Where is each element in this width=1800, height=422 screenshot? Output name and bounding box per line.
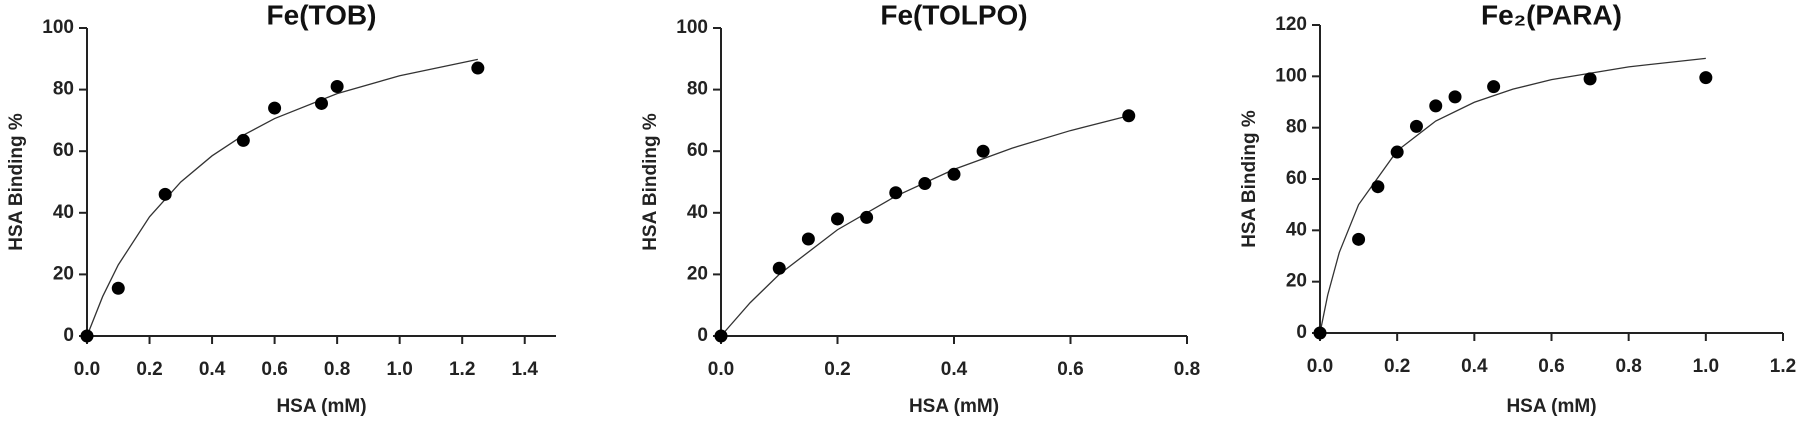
x-tick-label: 1.2: [1770, 356, 1796, 377]
chart-title: Fe(TOB): [267, 0, 377, 30]
data-point: [831, 212, 844, 226]
y-tick-label: 20: [1286, 271, 1307, 292]
data-point: [315, 96, 328, 110]
y-tick-label: 100: [42, 17, 74, 38]
chart-title: Fe₂(PARA): [1481, 0, 1622, 30]
data-point: [330, 80, 344, 94]
x-tick-label: 0.0: [74, 359, 100, 380]
data-point: [111, 281, 125, 295]
x-tick-label: 1.0: [386, 359, 412, 380]
y-tick-label: 40: [53, 202, 74, 223]
y-tick-label: 40: [687, 202, 708, 223]
x-tick-label: 1.4: [512, 359, 539, 380]
data-point: [1409, 119, 1423, 133]
y-tick-label: 0: [63, 325, 74, 346]
data-point: [1487, 80, 1501, 94]
y-tick-label: 60: [687, 140, 708, 161]
data-point: [1122, 109, 1136, 123]
y-tick-label: 60: [1286, 168, 1307, 189]
data-point: [772, 261, 786, 275]
x-tick-label: 0.2: [1384, 356, 1410, 377]
data-point: [1448, 90, 1462, 104]
y-tick-label: 20: [687, 263, 708, 284]
y-tick-label: 100: [676, 17, 708, 38]
chart-title: Fe(TOLPO): [880, 0, 1027, 30]
data-point: [976, 144, 990, 158]
y-tick-label: 80: [53, 79, 74, 100]
x-tick-label: 0.6: [1057, 359, 1083, 380]
y-tick-label: 0: [1296, 322, 1307, 343]
y-tick-label: 80: [1286, 117, 1307, 138]
data-point: [889, 186, 903, 200]
data-point: [268, 101, 282, 115]
data-point: [1371, 180, 1385, 194]
data-point: [471, 61, 485, 75]
x-tick-label: 1.0: [1693, 356, 1719, 377]
x-tick-label: 1.2: [449, 359, 475, 380]
y-tick-label: 40: [1286, 219, 1307, 240]
x-tick-label: 0.4: [941, 359, 968, 380]
x-tick-label: 0.8: [1615, 356, 1641, 377]
x-axis-label: HSA (mM): [276, 396, 366, 417]
data-point: [158, 187, 172, 201]
x-tick-label: 0.8: [324, 359, 350, 380]
data-point: [918, 177, 932, 191]
y-tick-label: 60: [53, 140, 74, 161]
x-tick-label: 0.0: [1307, 356, 1333, 377]
x-tick-label: 0.6: [261, 359, 287, 380]
x-axis-label: HSA (mM): [1506, 396, 1596, 417]
y-tick-label: 20: [53, 263, 74, 284]
y-tick-label: 120: [1275, 14, 1307, 35]
y-axis-label: HSA Binding %: [6, 113, 27, 251]
x-tick-label: 0.0: [708, 359, 734, 380]
data-point: [947, 167, 961, 181]
data-point: [1313, 326, 1327, 340]
data-point: [80, 329, 94, 343]
data-point: [1583, 72, 1597, 86]
data-point: [1352, 232, 1366, 246]
x-tick-label: 0.2: [136, 359, 162, 380]
data-point: [801, 232, 815, 246]
x-tick-label: 0.8: [1174, 359, 1200, 380]
data-point: [714, 329, 728, 343]
x-tick-label: 0.4: [1461, 356, 1488, 377]
data-point: [860, 210, 874, 224]
x-tick-label: 0.6: [1538, 356, 1564, 377]
data-point: [236, 133, 250, 147]
x-tick-label: 0.4: [199, 359, 226, 380]
x-axis-label: HSA (mM): [909, 396, 999, 417]
y-axis-label: HSA Binding %: [1239, 110, 1260, 248]
y-tick-label: 80: [687, 79, 708, 100]
y-axis-label: HSA Binding %: [640, 113, 661, 251]
y-tick-label: 0: [697, 325, 708, 346]
y-tick-label: 100: [1275, 65, 1307, 86]
x-tick-label: 0.2: [824, 359, 850, 380]
data-point: [1390, 145, 1404, 159]
fit-curve: [720, 115, 1129, 337]
data-point: [1429, 99, 1443, 113]
fit-curve: [86, 58, 478, 337]
fit-curve: [1319, 57, 1706, 334]
data-point: [1699, 71, 1713, 85]
